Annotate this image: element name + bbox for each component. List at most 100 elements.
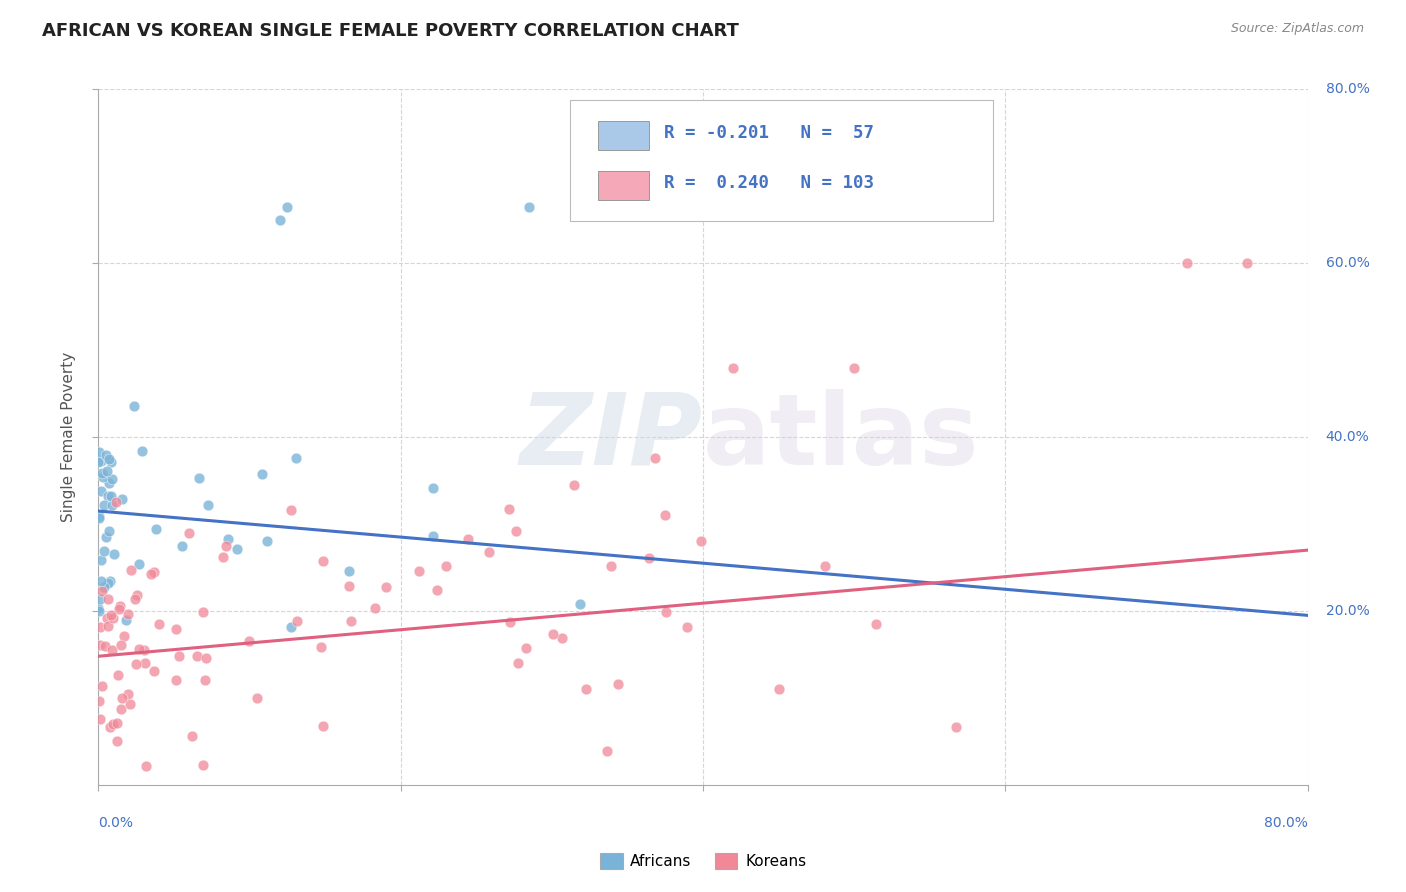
Point — [193, 673, 215, 687]
Point — [120, 563, 142, 577]
FancyBboxPatch shape — [569, 100, 993, 221]
Point — [100, 643, 122, 657]
Point — [499, 615, 522, 629]
Point — [434, 558, 457, 573]
Point — [191, 606, 214, 620]
Point — [600, 558, 623, 573]
Point — [422, 529, 444, 543]
Point — [90, 484, 112, 499]
Point — [215, 539, 238, 553]
Point — [285, 614, 308, 628]
Point — [94, 448, 117, 462]
Point — [337, 578, 360, 592]
Point — [100, 490, 122, 504]
Point — [1236, 256, 1258, 270]
Point — [90, 679, 112, 693]
Point — [90, 454, 112, 468]
Point — [89, 444, 111, 458]
Point — [506, 656, 529, 670]
Point — [517, 200, 540, 214]
Point — [226, 542, 249, 557]
Point — [90, 574, 112, 589]
Point — [721, 360, 744, 375]
Point — [97, 591, 120, 606]
Point — [100, 607, 122, 622]
FancyBboxPatch shape — [598, 170, 648, 200]
Point — [638, 551, 661, 566]
Point — [562, 478, 585, 492]
Point — [105, 715, 128, 730]
FancyBboxPatch shape — [598, 120, 648, 150]
Point — [98, 574, 121, 588]
Text: atlas: atlas — [703, 389, 980, 485]
Point — [143, 566, 166, 580]
Point — [91, 466, 114, 480]
Point — [422, 481, 444, 495]
Point — [143, 664, 166, 678]
Point — [768, 681, 790, 696]
Point — [111, 690, 134, 705]
Point — [145, 523, 167, 537]
Point — [97, 452, 120, 467]
Point — [280, 502, 302, 516]
Point — [814, 559, 837, 574]
Point — [131, 444, 153, 458]
Point — [87, 694, 110, 708]
Point — [90, 553, 112, 567]
Point — [103, 548, 125, 562]
Point — [505, 524, 527, 539]
Point — [100, 455, 122, 469]
Point — [165, 622, 187, 636]
Point — [457, 532, 479, 546]
Point — [91, 469, 114, 483]
Point — [98, 524, 121, 538]
Point — [87, 600, 110, 615]
Point — [187, 471, 209, 485]
Point — [87, 511, 110, 525]
Point — [478, 544, 501, 558]
Text: 20.0%: 20.0% — [1326, 604, 1369, 618]
Point — [312, 554, 335, 568]
Point — [104, 495, 127, 509]
Point — [101, 472, 124, 486]
Text: ZIP: ZIP — [520, 389, 703, 485]
Point — [180, 729, 202, 743]
Point — [498, 502, 520, 516]
Point — [89, 620, 111, 634]
Point — [654, 605, 676, 619]
Point — [575, 682, 598, 697]
Point — [135, 758, 157, 772]
Text: 40.0%: 40.0% — [1326, 430, 1369, 444]
Point — [125, 657, 148, 671]
Point — [596, 744, 619, 758]
Point — [177, 525, 200, 540]
Point — [97, 489, 120, 503]
Point — [112, 629, 135, 643]
Point — [363, 601, 385, 615]
Point — [250, 467, 273, 481]
Text: Source: ZipAtlas.com: Source: ZipAtlas.com — [1230, 22, 1364, 36]
Point — [117, 687, 139, 701]
Point — [93, 580, 115, 594]
Point — [89, 592, 111, 607]
Point — [246, 691, 269, 706]
Point — [170, 539, 193, 553]
Point — [89, 712, 111, 726]
Point — [280, 619, 302, 633]
Point — [114, 614, 136, 628]
Text: AFRICAN VS KOREAN SINGLE FEMALE POVERTY CORRELATION CHART: AFRICAN VS KOREAN SINGLE FEMALE POVERTY … — [42, 22, 740, 40]
Point — [122, 400, 145, 414]
Point — [134, 642, 156, 657]
Text: 80.0%: 80.0% — [1264, 816, 1308, 830]
Y-axis label: Single Female Poverty: Single Female Poverty — [62, 352, 76, 522]
Point — [238, 634, 260, 648]
Point — [311, 640, 333, 654]
Legend: Africans, Koreans: Africans, Koreans — [593, 847, 813, 875]
Point — [128, 558, 150, 572]
Point — [284, 450, 307, 465]
Text: 60.0%: 60.0% — [1326, 256, 1369, 270]
Point — [97, 576, 120, 591]
Point — [118, 697, 141, 711]
Point — [124, 591, 146, 606]
Point — [127, 588, 149, 602]
